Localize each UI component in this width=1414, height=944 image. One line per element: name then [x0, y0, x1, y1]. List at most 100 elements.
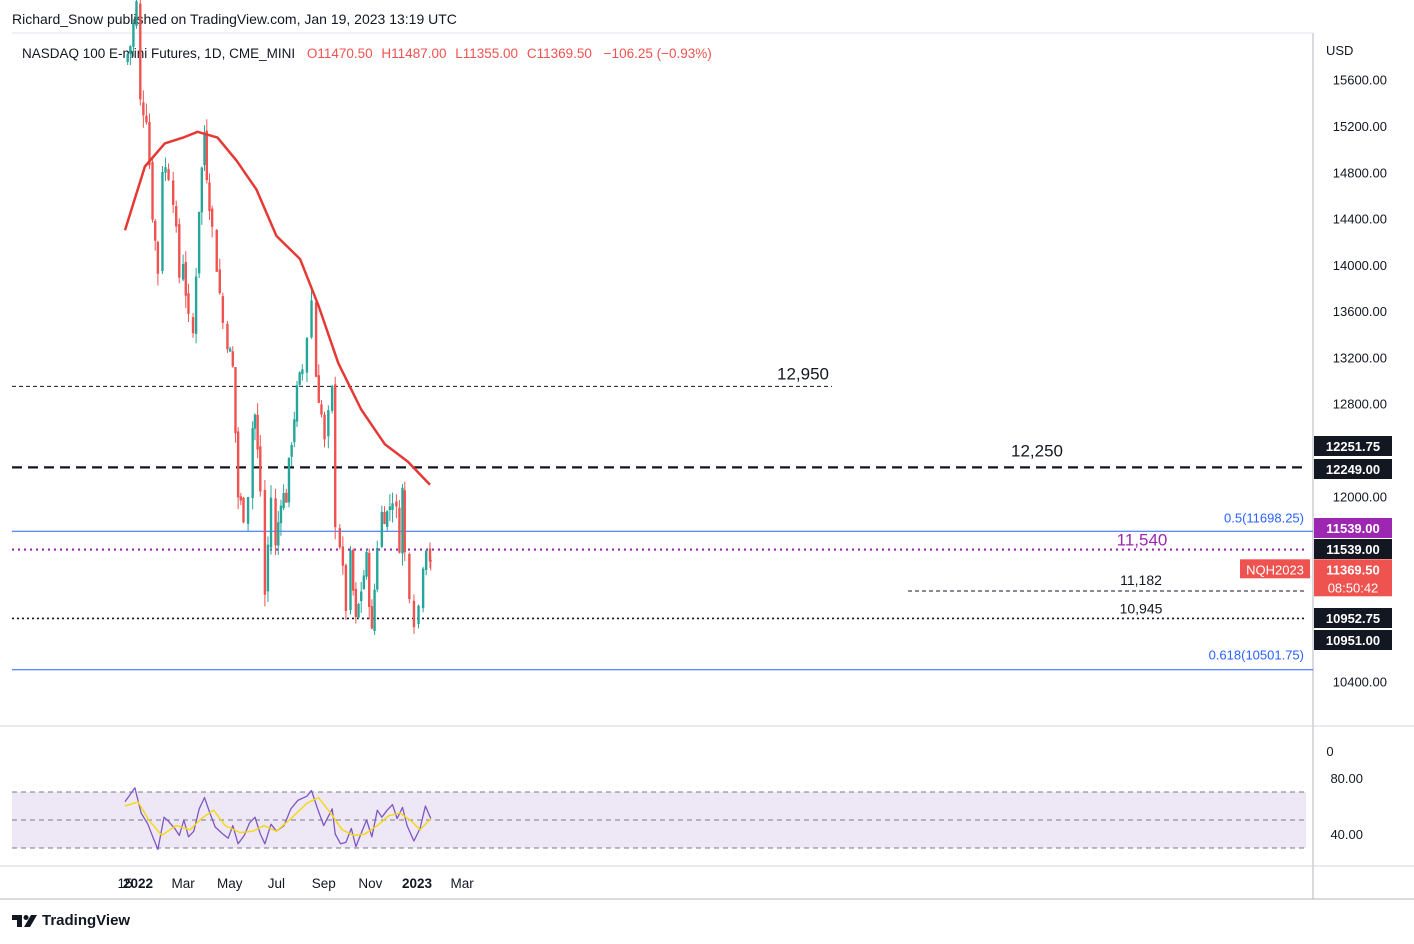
symbol-tag-box	[1240, 559, 1310, 579]
rsi-ma-line	[124, 796, 432, 837]
time-tick-label: Jul	[268, 876, 285, 891]
price-tags: 12251.75 12249.00 11539.00 11539.00 10952.75…	[1240, 436, 1392, 650]
symbol-label: NASDAQ 100 E-mini Futures, 1D, CME_MINI	[22, 46, 295, 61]
tradingview-logo[interactable]: TradingView	[12, 912, 130, 929]
candle-body	[320, 404, 323, 415]
candle-body	[259, 446, 262, 492]
price-tag-box	[1314, 518, 1392, 538]
rsi-scale-top-label: 0	[1326, 744, 1333, 759]
candle-body	[380, 511, 384, 547]
candle-body	[266, 544, 270, 592]
candle-body	[305, 337, 309, 373]
candle-body	[338, 528, 342, 548]
price-tag-box	[1314, 630, 1392, 650]
symbol-tag-label: NQH2023	[1246, 562, 1304, 577]
candle-body	[184, 262, 187, 296]
candle-body	[365, 551, 368, 577]
candle-body	[391, 503, 394, 510]
candle-body	[421, 568, 425, 609]
candles	[126, 0, 432, 635]
candle-body	[215, 230, 218, 272]
candle-body	[167, 169, 170, 180]
rsi-pane	[12, 787, 1306, 851]
price-axis-ticks: 15600.00 15200.00 14800.00 14400.00 14000.00…	[1326, 73, 1387, 842]
price-tag-label: 11539.00	[1326, 521, 1380, 536]
change-value: −106.25 (−0.93%)	[604, 46, 712, 61]
candle-body	[327, 410, 330, 437]
candle-body	[385, 511, 389, 527]
candle-body	[197, 211, 201, 274]
price-tick-label: 12800.00	[1333, 397, 1387, 412]
candle-body	[388, 506, 392, 511]
candle-body	[234, 367, 237, 434]
candle-body	[251, 428, 254, 498]
candle-body	[290, 445, 293, 457]
candle-body	[293, 419, 296, 443]
level-label: 0.5(11698.25)	[1224, 510, 1304, 525]
candle-body	[187, 293, 190, 314]
candle-body	[175, 206, 178, 227]
candle-body	[191, 317, 195, 334]
candle-body	[357, 603, 360, 618]
candle-body	[351, 549, 355, 591]
price-tag-label: 12251.75	[1326, 439, 1380, 454]
price-tick-label: 10400.00	[1333, 675, 1387, 690]
price-tick-label: 14000.00	[1333, 258, 1387, 273]
time-tick-label: Mar	[450, 876, 474, 891]
candle-body	[285, 492, 288, 503]
candle-body	[200, 167, 204, 213]
last-price-box	[1314, 559, 1392, 597]
candle-body	[246, 497, 250, 524]
candle-body	[269, 497, 273, 548]
candle-body	[194, 276, 198, 334]
price-tick-label: 14400.00	[1333, 212, 1387, 227]
candle-body	[263, 490, 267, 595]
candle-body	[236, 431, 240, 498]
horizontal-levels: 12,950 12,250 0.5(11698.25) 11,540 11,182 10,…	[12, 364, 1313, 671]
candle-body	[151, 161, 154, 220]
candle-body	[428, 548, 432, 562]
candle-body	[429, 560, 432, 562]
candle-body	[323, 414, 326, 440]
candle-body	[317, 375, 320, 403]
candle-body	[153, 220, 157, 241]
candle-body	[354, 588, 358, 617]
price-tag-label: 10952.75	[1326, 611, 1380, 626]
candle-body	[156, 241, 160, 274]
time-tick-label: 2023	[402, 876, 433, 891]
candle-body	[334, 384, 337, 528]
candle-body	[221, 296, 225, 323]
price-tick-label: 12000.00	[1333, 489, 1387, 504]
candle-body	[314, 302, 318, 377]
candle-body	[301, 369, 304, 375]
time-tick-label: Mar	[171, 876, 195, 891]
level-label: 11,540	[1117, 531, 1168, 550]
price-tick-label: 15600.00	[1333, 73, 1387, 88]
level-label: 10,945	[1120, 600, 1163, 616]
candle-body	[148, 121, 151, 166]
candle-body	[208, 182, 211, 212]
candle-body	[417, 605, 420, 625]
candle-body	[218, 269, 221, 294]
candle-body	[135, 1, 138, 26]
level-label: 12,950	[777, 364, 829, 383]
candle-body	[344, 565, 348, 611]
candle-body	[228, 348, 232, 352]
candle-body	[126, 53, 129, 62]
high-value: H11487.00	[381, 46, 446, 61]
last-price-label: 11369.50	[1326, 562, 1380, 577]
price-tag-label: 12249.00	[1326, 462, 1380, 477]
candle-body	[226, 323, 229, 350]
tradingview-logo-icon	[12, 914, 37, 927]
brand-label: TradingView	[42, 912, 131, 929]
low-value: L11355.00	[455, 46, 518, 61]
candle-body	[161, 171, 164, 272]
price-tag-box	[1314, 608, 1392, 628]
price-tick-label: 15200.00	[1333, 119, 1387, 134]
candle-body	[398, 507, 401, 553]
candle-body	[373, 589, 376, 632]
candle-body	[242, 497, 245, 523]
candle-body	[362, 575, 366, 589]
